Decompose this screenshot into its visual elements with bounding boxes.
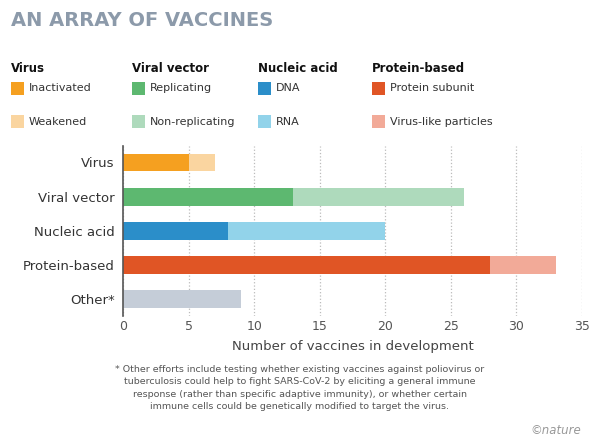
Bar: [123, 290, 241, 309]
Text: Protein-based: Protein-based: [372, 62, 465, 75]
Bar: [123, 256, 490, 274]
Text: Nucleic acid: Nucleic acid: [258, 62, 338, 75]
Text: RNA: RNA: [276, 117, 300, 126]
Text: ©nature: ©nature: [530, 424, 581, 437]
Text: Non-replicating: Non-replicating: [150, 117, 235, 126]
Bar: [123, 154, 188, 171]
Bar: [228, 222, 385, 240]
Bar: [188, 154, 215, 171]
Bar: [123, 188, 293, 206]
Text: * Other efforts include testing whether existing vaccines against poliovirus or
: * Other efforts include testing whether …: [115, 365, 485, 411]
Text: Replicating: Replicating: [150, 84, 212, 93]
Bar: [490, 256, 556, 274]
Text: Protein subunit: Protein subunit: [390, 84, 474, 93]
Text: Weakened: Weakened: [29, 117, 87, 126]
Bar: [123, 222, 228, 240]
Bar: [293, 188, 464, 206]
Text: AN ARRAY OF VACCINES: AN ARRAY OF VACCINES: [11, 11, 273, 30]
Text: Inactivated: Inactivated: [29, 84, 92, 93]
Text: DNA: DNA: [276, 84, 301, 93]
X-axis label: Number of vaccines in development: Number of vaccines in development: [232, 340, 473, 353]
Text: Virus-like particles: Virus-like particles: [390, 117, 493, 126]
Text: Viral vector: Viral vector: [132, 62, 209, 75]
Text: Virus: Virus: [11, 62, 45, 75]
